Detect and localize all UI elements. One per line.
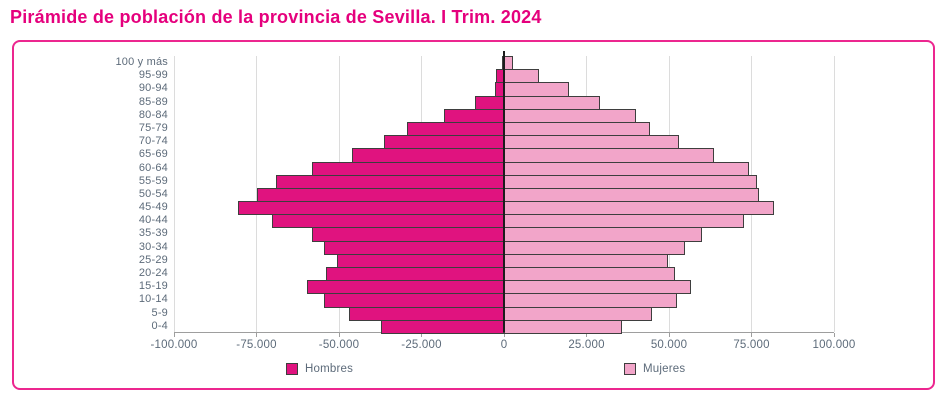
bar-mujeres-100-y-más	[504, 56, 513, 71]
bar-mujeres-40-44	[504, 214, 744, 229]
x-axis-tick	[256, 333, 257, 337]
bar-mujeres-35-39	[504, 227, 702, 242]
bar-hombres-70-74	[383, 135, 504, 150]
bar-mujeres-65-69	[504, 148, 714, 163]
x-axis-tick-label: 75.000	[733, 339, 770, 351]
y-axis-label-20-24: 20-24	[138, 267, 168, 280]
bar-hombres-10-14	[324, 293, 504, 308]
gridline	[256, 56, 257, 332]
x-axis-tick-label: 25.000	[568, 339, 605, 351]
y-axis-label-35-39: 35-39	[138, 227, 168, 240]
gridline	[833, 56, 835, 332]
y-axis-label-40-44: 40-44	[138, 214, 168, 227]
bar-mujeres-90-94	[504, 82, 569, 97]
bar-mujeres-80-84	[504, 108, 636, 123]
bar-mujeres-70-74	[504, 135, 679, 150]
bar-hombres-35-39	[312, 227, 504, 242]
bar-mujeres-55-59	[504, 174, 758, 189]
chart-frame: 100 y más 95-99 90-94 85-89 80-84 75-79 70-74 6…	[12, 40, 935, 390]
x-axis-tick	[586, 333, 587, 337]
bar-mujeres-85-89	[504, 95, 601, 110]
bar-hombres-15-19	[307, 280, 504, 295]
legend-label-hombres: Hombres	[305, 363, 354, 375]
x-axis-tick-label: 0	[500, 339, 508, 351]
y-axis-label-80-84: 80-84	[138, 108, 168, 121]
bar-mujeres-20-24	[504, 267, 675, 282]
bar-hombres-20-24	[326, 267, 504, 282]
x-axis-tick	[173, 333, 175, 337]
bar-mujeres-15-19	[504, 280, 691, 295]
y-axis-label-55-59: 55-59	[138, 174, 168, 187]
x-axis-tick	[503, 333, 505, 337]
x-axis-labels: -100.000 -75.000 -50.000 -25.000 0 25.000 50.0…	[14, 339, 933, 355]
x-axis-tick-label: -50.000	[318, 339, 360, 351]
y-axis-label-85-89: 85-89	[138, 95, 168, 108]
bar-mujeres-60-64	[504, 161, 749, 176]
plot-area	[173, 51, 835, 337]
x-axis-tick-label: 100.000	[812, 339, 856, 351]
y-axis-labels: 100 y más 95-99 90-94 85-89 80-84 75-79 70-74 6…	[18, 56, 168, 333]
bar-hombres-45-49	[238, 201, 504, 216]
y-axis-label-5-9: 5-9	[151, 306, 168, 319]
x-axis-tick	[833, 333, 835, 337]
bar-mujeres-0-4	[504, 319, 623, 334]
bar-hombres-30-34	[324, 240, 504, 255]
x-axis-tick-label: -75.000	[236, 339, 277, 351]
bar-hombres-85-89	[475, 95, 504, 110]
y-axis-label-100-y-más: 100 y más	[115, 56, 168, 68]
gridline	[173, 56, 175, 332]
y-axis-label-95-99: 95-99	[138, 69, 168, 82]
bar-hombres-5-9	[348, 306, 504, 321]
bar-mujeres-45-49	[504, 201, 775, 216]
legend-item-mujeres: Mujeres	[624, 363, 685, 375]
y-axis-label-50-54: 50-54	[138, 187, 168, 200]
y-axis-label-60-64: 60-64	[138, 161, 168, 174]
bar-hombres-55-59	[276, 174, 504, 189]
bar-hombres-25-29	[337, 253, 504, 269]
y-axis-label-0-4: 0-4	[151, 319, 168, 332]
bar-hombres-75-79	[406, 121, 504, 137]
y-axis-label-30-34: 30-34	[138, 240, 168, 253]
y-axis-label-70-74: 70-74	[138, 135, 168, 148]
legend-swatch-mujeres-icon	[624, 363, 636, 375]
bar-mujeres-10-14	[504, 293, 677, 308]
bar-hombres-80-84	[444, 108, 504, 123]
bar-mujeres-50-54	[504, 187, 759, 203]
y-axis-label-65-69: 65-69	[138, 148, 168, 161]
bar-mujeres-5-9	[504, 306, 653, 321]
bar-mujeres-75-79	[504, 121, 651, 137]
x-axis-tick-label: -100.000	[150, 339, 198, 351]
x-axis-tick-label: 50.000	[650, 339, 688, 351]
y-axis-label-75-79: 75-79	[138, 121, 168, 134]
bar-mujeres-25-29	[504, 253, 668, 269]
y-axis-label-90-94: 90-94	[138, 82, 168, 95]
y-axis-label-15-19: 15-19	[138, 280, 168, 293]
bar-mujeres-30-34	[504, 240, 685, 255]
x-axis-tick	[421, 333, 422, 337]
zero-axis-line	[503, 51, 505, 332]
bar-hombres-65-69	[351, 148, 504, 163]
bar-hombres-50-54	[257, 187, 504, 203]
bar-hombres-40-44	[272, 214, 504, 229]
x-axis-tick	[668, 333, 670, 337]
x-axis-tick-label: -25.000	[401, 339, 442, 351]
bar-hombres-60-64	[312, 161, 504, 176]
bar-mujeres-95-99	[504, 69, 539, 84]
y-axis-label-45-49: 45-49	[138, 201, 168, 214]
x-axis-tick	[751, 333, 752, 337]
page-title: Pirámide de población de la provincia de…	[10, 7, 542, 27]
legend: Hombres Mujeres	[14, 363, 933, 381]
bar-hombres-0-4	[380, 319, 504, 334]
y-axis-label-10-14: 10-14	[138, 293, 168, 306]
y-axis-label-25-29: 25-29	[138, 253, 168, 266]
legend-item-hombres: Hombres	[286, 363, 353, 375]
legend-label-mujeres: Mujeres	[643, 363, 686, 375]
legend-swatch-hombres-icon	[286, 363, 298, 375]
x-axis-tick	[338, 333, 340, 337]
